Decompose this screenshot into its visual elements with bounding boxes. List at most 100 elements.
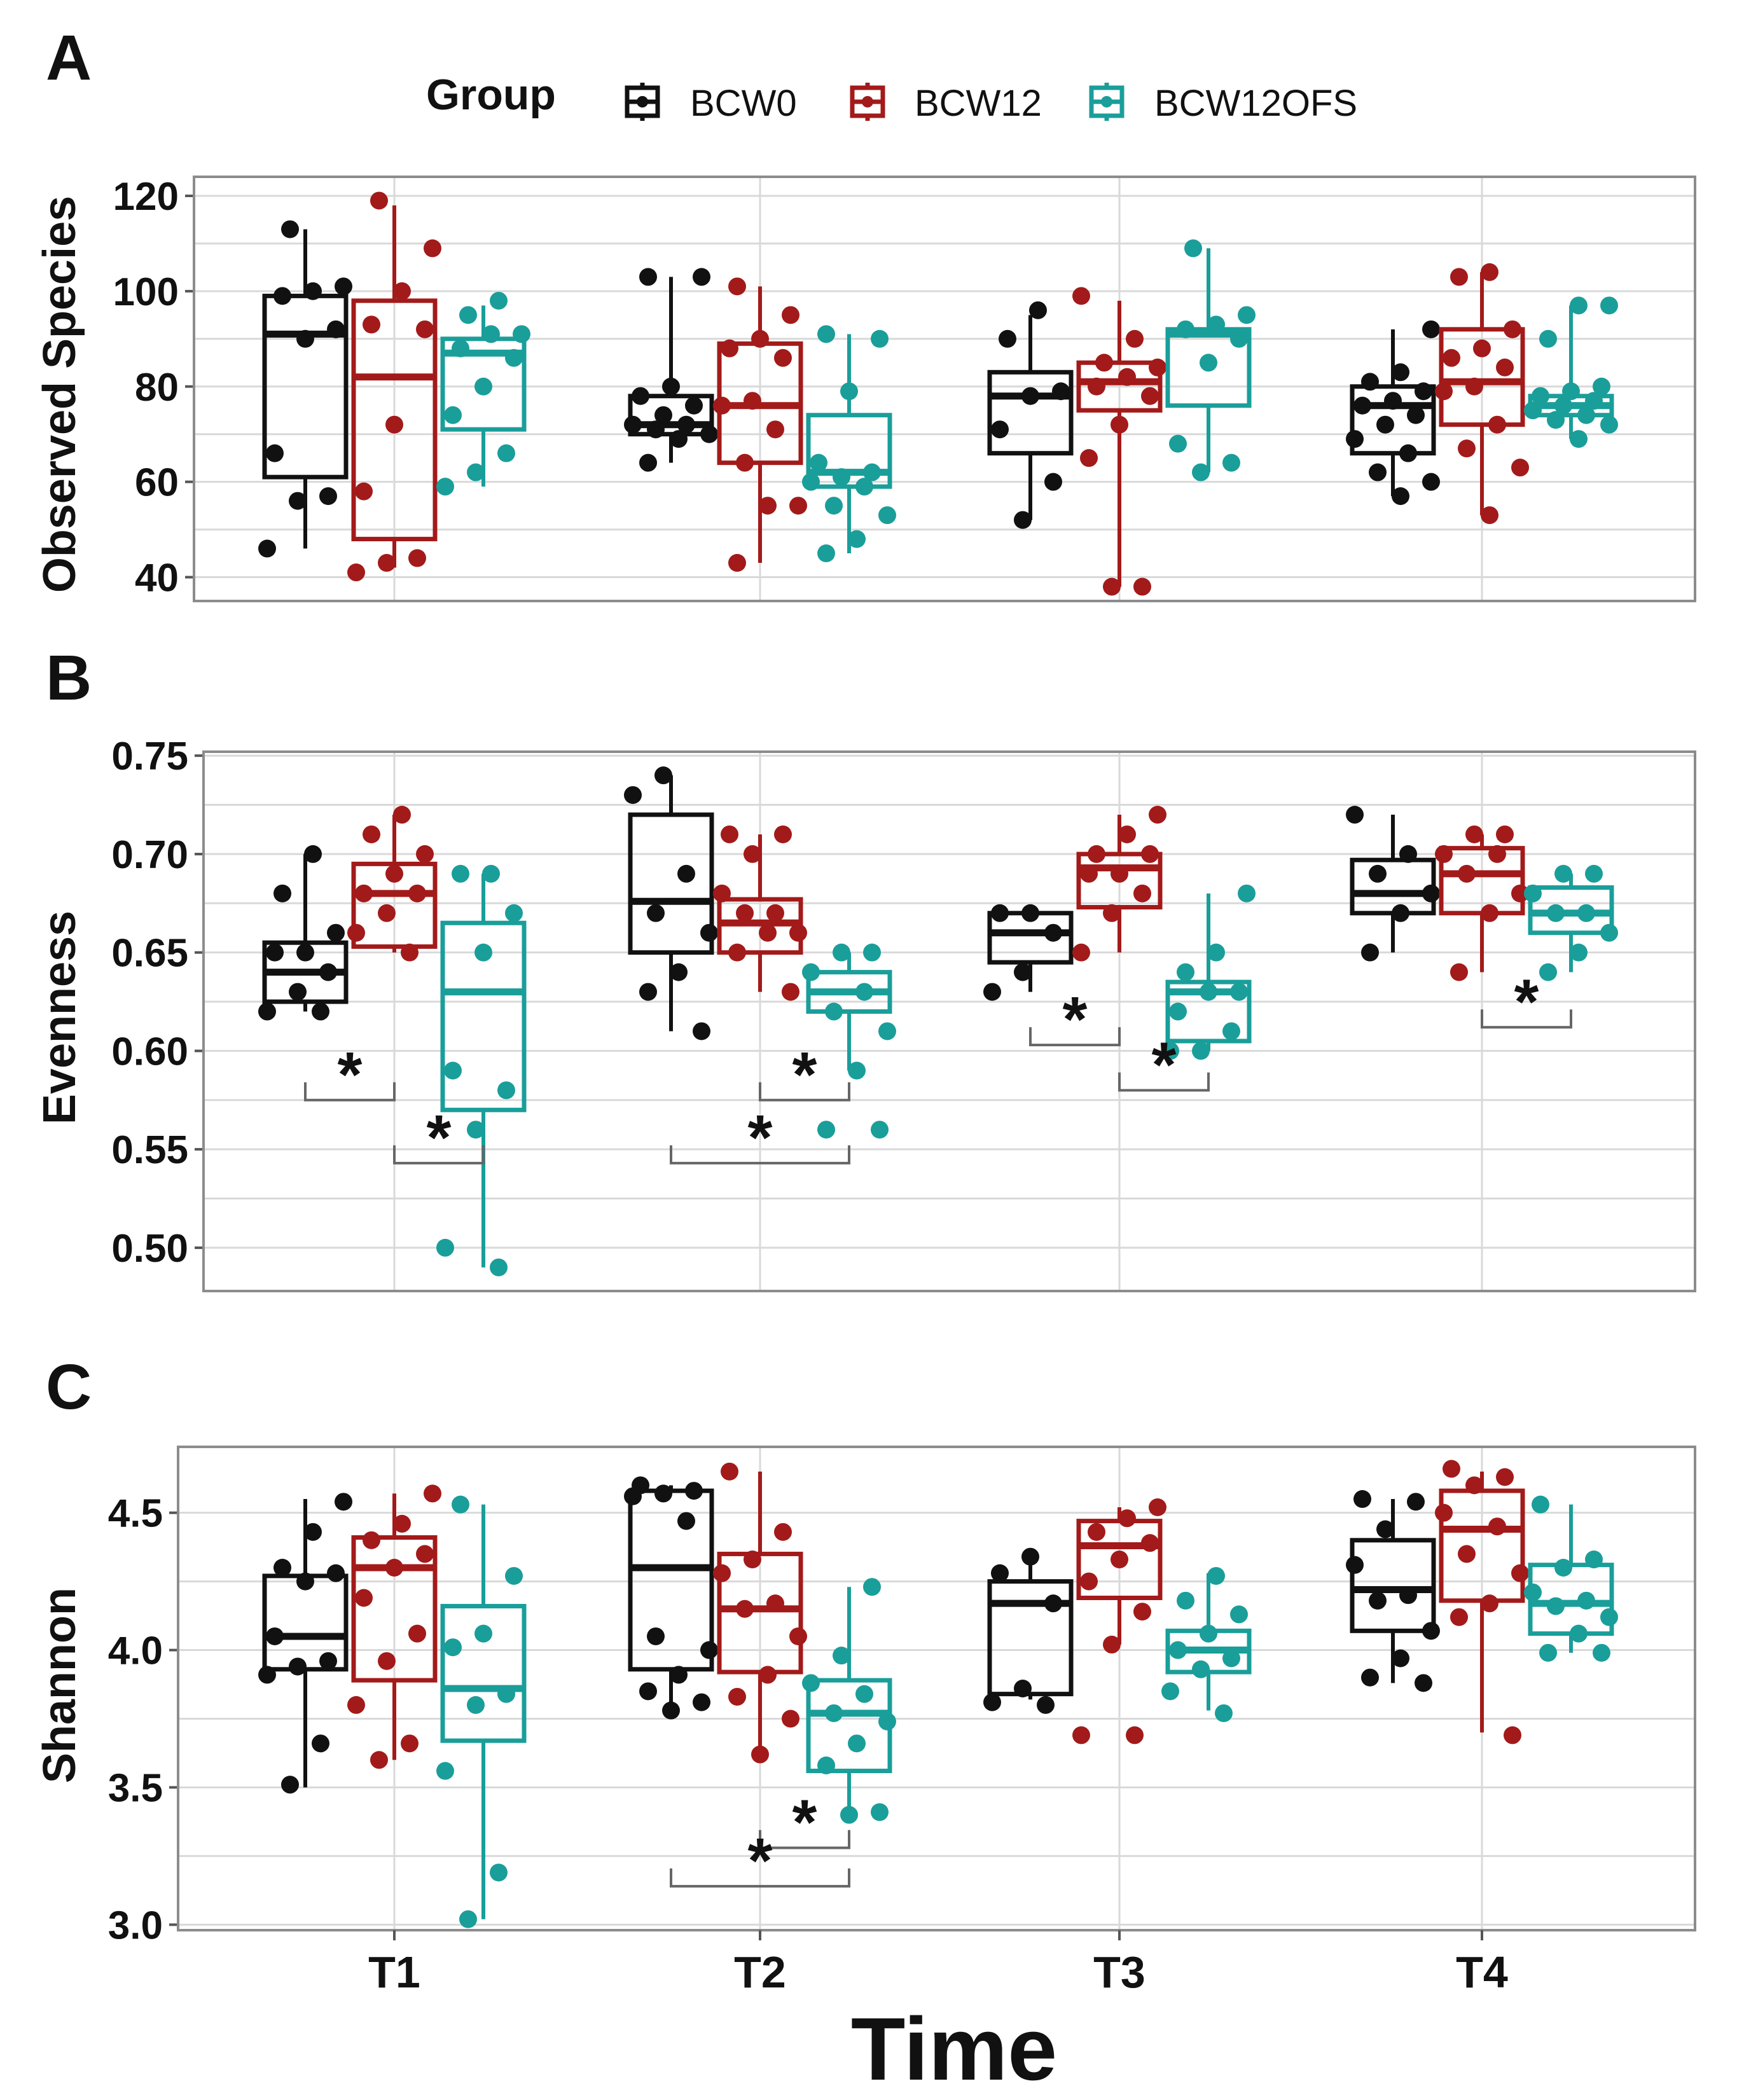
data-point xyxy=(1577,1591,1595,1610)
data-point xyxy=(1435,1503,1453,1522)
data-point xyxy=(467,463,485,481)
data-point xyxy=(1192,463,1210,481)
data-point xyxy=(370,1751,388,1769)
y-tick-label: 4.5 xyxy=(108,1492,163,1536)
data-point xyxy=(1376,415,1394,434)
legend-key-bcw0: BCW0 xyxy=(625,83,797,124)
data-point xyxy=(1392,487,1409,506)
data-point xyxy=(1399,444,1417,462)
data-point xyxy=(304,845,322,863)
data-point xyxy=(1177,320,1194,338)
box-bcw0 xyxy=(262,293,349,480)
data-point xyxy=(1080,864,1098,883)
data-point xyxy=(1118,368,1136,386)
data-point xyxy=(632,387,649,405)
y-tick-label: 0.65 xyxy=(111,932,188,976)
data-point xyxy=(677,864,695,883)
data-point xyxy=(444,1061,462,1080)
data-point xyxy=(385,864,403,883)
data-point xyxy=(736,453,754,472)
data-point xyxy=(639,268,657,286)
y-axis-title-evenness: Evenness xyxy=(34,911,85,1124)
data-point xyxy=(1149,806,1166,824)
data-point xyxy=(416,1545,434,1563)
data-point xyxy=(304,282,322,300)
data-point xyxy=(266,943,284,962)
data-point xyxy=(991,904,1009,922)
data-point xyxy=(467,1696,485,1714)
data-point xyxy=(654,766,672,785)
data-point xyxy=(1547,1597,1565,1615)
data-point xyxy=(802,963,820,981)
data-point xyxy=(319,487,337,506)
significance-bracket xyxy=(1029,1027,1121,1047)
data-point xyxy=(424,239,441,258)
data-point xyxy=(848,1734,866,1753)
data-point xyxy=(1399,1586,1417,1605)
panel-frame xyxy=(202,750,1696,1292)
y-tick-label: 3.5 xyxy=(108,1766,163,1810)
data-point xyxy=(393,806,411,824)
data-point xyxy=(700,425,718,443)
data-point xyxy=(1126,329,1144,348)
box-bcw0 xyxy=(1350,1538,1436,1633)
y-tick-label: 0.60 xyxy=(111,1030,188,1074)
data-point xyxy=(700,1641,718,1659)
data-point xyxy=(436,1238,454,1257)
box-bcw12ofs xyxy=(1165,327,1252,408)
data-point xyxy=(871,329,889,348)
data-point xyxy=(1072,1726,1090,1744)
data-point xyxy=(281,220,299,238)
data-point xyxy=(1585,864,1603,883)
significance-bracket xyxy=(759,1830,850,1849)
data-point xyxy=(1488,1517,1506,1536)
data-point xyxy=(1072,943,1090,962)
data-point xyxy=(1161,1682,1179,1701)
data-point xyxy=(1044,923,1062,942)
significance-bracket xyxy=(759,1082,850,1102)
legend-dot xyxy=(637,96,648,107)
data-point xyxy=(1577,904,1595,922)
data-point xyxy=(693,1693,710,1711)
significance-label: * xyxy=(792,1039,817,1110)
data-point xyxy=(355,884,373,902)
data-point xyxy=(759,923,777,942)
data-point xyxy=(1161,1042,1179,1060)
data-point xyxy=(1080,1572,1098,1591)
data-point xyxy=(1524,884,1542,902)
data-point xyxy=(1169,434,1187,453)
data-point xyxy=(639,983,657,1001)
data-point xyxy=(1481,1594,1498,1613)
data-point xyxy=(1215,1704,1233,1722)
data-point xyxy=(1539,1643,1557,1662)
data-point xyxy=(1222,1022,1240,1040)
data-point xyxy=(1149,358,1166,376)
data-point xyxy=(1376,1520,1394,1538)
data-point xyxy=(1103,1635,1121,1654)
data-point xyxy=(1488,415,1506,434)
data-point xyxy=(1052,382,1070,401)
data-point xyxy=(1422,1622,1440,1640)
data-point xyxy=(1230,983,1248,1001)
data-point xyxy=(721,825,738,843)
box-bcw12ofs xyxy=(440,920,527,1112)
x-axis-title: Time xyxy=(851,1999,1057,2099)
data-point xyxy=(744,845,761,863)
data-point xyxy=(1080,449,1098,467)
data-point xyxy=(296,943,314,962)
data-point xyxy=(789,1627,807,1645)
data-point xyxy=(1593,377,1610,396)
data-point xyxy=(355,1589,373,1607)
data-point xyxy=(482,864,500,883)
data-point xyxy=(647,420,665,439)
data-point xyxy=(840,1806,858,1824)
data-point xyxy=(1511,884,1529,902)
data-point xyxy=(1488,845,1506,863)
data-point xyxy=(1133,577,1151,596)
data-point xyxy=(833,943,850,962)
data-point xyxy=(408,884,426,902)
data-point xyxy=(693,1022,710,1040)
data-point xyxy=(1392,904,1409,922)
data-point xyxy=(1481,904,1498,922)
